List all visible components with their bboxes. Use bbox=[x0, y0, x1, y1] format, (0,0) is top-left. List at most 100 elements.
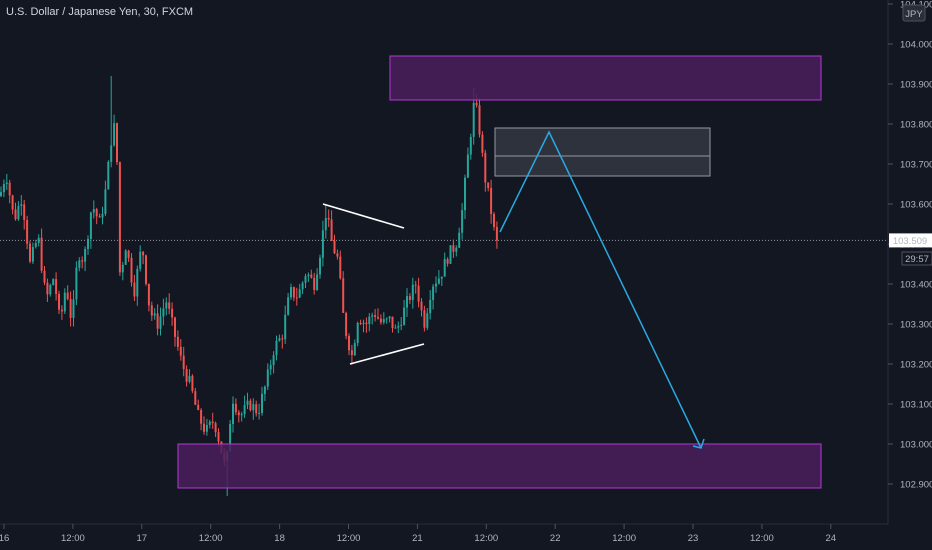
candle-body bbox=[275, 340, 278, 356]
candle-body bbox=[350, 350, 353, 356]
candle-body bbox=[89, 212, 92, 239]
candle-body bbox=[446, 259, 449, 264]
price-tags: JPY 103.509 29:57 bbox=[889, 4, 932, 266]
candle-body bbox=[377, 317, 379, 319]
candle-body bbox=[104, 189, 107, 214]
candle-body bbox=[345, 312, 348, 336]
candle-body bbox=[313, 277, 316, 290]
candle-body bbox=[429, 299, 432, 314]
time-tick-label: 24 bbox=[826, 533, 837, 544]
candle-body bbox=[46, 282, 49, 295]
candle-body bbox=[165, 302, 168, 309]
symbol-title: U.S. Dollar / Japanese Yen, 30, FXCM bbox=[6, 6, 194, 18]
candle-body bbox=[252, 404, 255, 411]
candle-body bbox=[359, 322, 362, 325]
candle-body bbox=[484, 152, 487, 183]
candle-body bbox=[23, 204, 26, 221]
triangle-upper-line bbox=[322, 203, 405, 229]
candle-body bbox=[333, 240, 336, 254]
time-axis[interactable]: 16 12:00 17 12:00 18 12:00 21 12:00 22 12:00 23 12:… bbox=[0, 524, 836, 544]
candle-body bbox=[26, 220, 29, 244]
candle-body bbox=[284, 314, 287, 340]
candle-body bbox=[362, 322, 365, 325]
candle-body bbox=[353, 343, 356, 356]
candle-body bbox=[211, 421, 214, 424]
candle-body bbox=[426, 313, 429, 328]
candle-body bbox=[214, 423, 217, 433]
candle-body bbox=[406, 296, 408, 308]
candle-body bbox=[403, 307, 406, 325]
candle-body bbox=[269, 365, 272, 370]
candle-body bbox=[237, 412, 240, 416]
candle-body bbox=[72, 299, 75, 318]
current-price-label: 103.509 bbox=[893, 236, 927, 247]
candle-body bbox=[278, 338, 281, 341]
candle-body bbox=[330, 219, 333, 241]
candle-body bbox=[466, 154, 469, 178]
candle-body bbox=[374, 315, 377, 318]
candle-body bbox=[20, 204, 23, 206]
candle-body bbox=[368, 316, 371, 324]
candle-body bbox=[423, 310, 426, 328]
candle-body bbox=[69, 299, 72, 318]
candle-body bbox=[461, 210, 464, 233]
candles-layer bbox=[0, 76, 498, 496]
candle-body bbox=[481, 134, 484, 153]
projection-arrowhead bbox=[692, 438, 705, 449]
candle-body bbox=[75, 267, 78, 300]
candle-body bbox=[379, 318, 382, 323]
candle-body bbox=[443, 259, 446, 277]
candle-body bbox=[43, 270, 46, 283]
candle-body bbox=[110, 145, 113, 162]
candle-body bbox=[411, 284, 414, 300]
candle-body bbox=[139, 251, 142, 269]
candle-body bbox=[290, 287, 292, 298]
candle-body bbox=[159, 316, 162, 329]
time-tick-label: 12:00 bbox=[199, 533, 223, 544]
candle-body bbox=[87, 238, 89, 249]
candle-body bbox=[266, 369, 269, 387]
candle-body bbox=[342, 278, 345, 313]
candle-body bbox=[298, 289, 301, 298]
candle-body bbox=[437, 278, 440, 284]
candle-body bbox=[63, 292, 66, 312]
candle-body bbox=[95, 209, 98, 217]
candle-body bbox=[168, 302, 171, 309]
price-tick-label: 103.300 bbox=[900, 320, 932, 331]
currency-badge[interactable] bbox=[902, 4, 926, 22]
candle-body bbox=[133, 282, 136, 297]
candle-body bbox=[11, 195, 14, 210]
candle-body bbox=[182, 355, 185, 370]
candle-body bbox=[0, 192, 2, 196]
price-tick-label: 103.700 bbox=[900, 160, 932, 171]
candle-body bbox=[205, 424, 208, 432]
time-tick-label: 12:00 bbox=[612, 533, 636, 544]
candle-body bbox=[319, 257, 321, 275]
candle-body bbox=[49, 284, 52, 295]
candle-body bbox=[452, 245, 455, 252]
demand-zone bbox=[177, 443, 822, 489]
candle-body bbox=[272, 355, 275, 366]
candle-body bbox=[414, 284, 417, 286]
candle-body bbox=[37, 237, 40, 244]
price-tick-label: 102.900 bbox=[900, 480, 932, 491]
candle-body bbox=[321, 230, 324, 258]
candle-body bbox=[310, 274, 313, 278]
candle-body bbox=[52, 279, 55, 285]
candle-body bbox=[356, 322, 359, 344]
candle-body bbox=[365, 322, 368, 324]
price-axis[interactable]: 104.100104.000103.900103.800103.700103.6… bbox=[888, 0, 932, 491]
candle-body bbox=[432, 286, 435, 300]
candle-body bbox=[60, 309, 63, 312]
candle-body bbox=[417, 285, 420, 302]
candle-body bbox=[107, 161, 110, 190]
candle-body bbox=[29, 243, 31, 262]
candle-body bbox=[469, 136, 472, 155]
drawings-layer bbox=[177, 55, 822, 489]
candle-body bbox=[191, 375, 194, 392]
candle-body bbox=[113, 123, 116, 146]
candle-body bbox=[478, 105, 481, 135]
countdown-tag bbox=[901, 251, 932, 266]
time-tick-label: 12:00 bbox=[337, 533, 361, 544]
